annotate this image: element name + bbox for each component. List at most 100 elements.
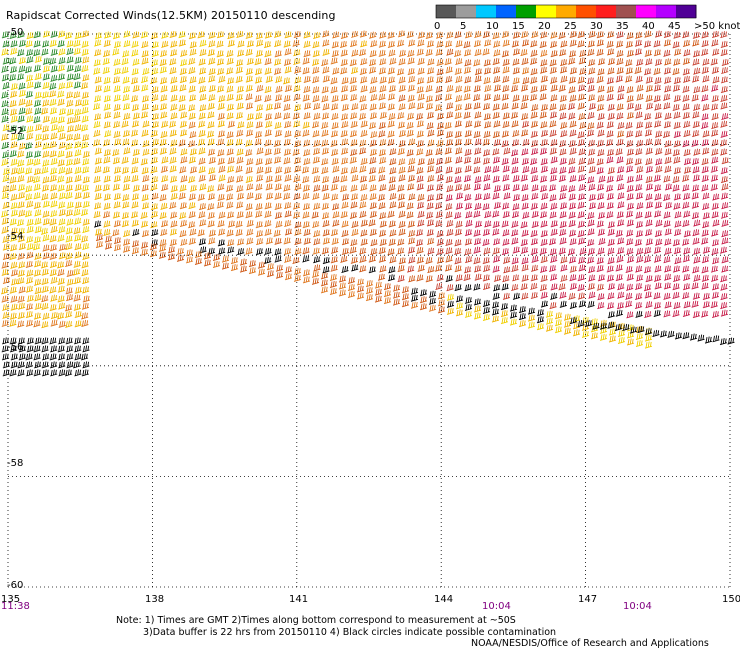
wind-barb xyxy=(311,166,319,175)
wind-barb xyxy=(322,48,330,56)
wind-barb xyxy=(321,121,329,129)
wind-barb xyxy=(33,201,42,209)
wind-barb xyxy=(169,147,177,155)
wind-barb xyxy=(246,57,254,66)
wind-barb xyxy=(635,265,643,273)
wind-barb xyxy=(617,192,625,200)
wind-barb xyxy=(383,297,392,305)
wind-barb xyxy=(49,269,57,277)
wind-barb xyxy=(520,221,528,229)
wind-barb xyxy=(49,82,57,90)
wind-barb xyxy=(33,312,42,320)
wind-barb xyxy=(653,255,662,263)
wind-barb xyxy=(199,219,207,227)
wind-barb xyxy=(25,260,33,268)
wind-barb xyxy=(492,292,500,300)
wind-barb xyxy=(464,148,472,156)
wind-barb xyxy=(622,323,630,331)
wind-barb xyxy=(664,112,672,120)
wind-barb xyxy=(540,220,548,228)
wind-barb xyxy=(283,157,291,165)
wind-barb xyxy=(654,103,662,111)
wind-barb xyxy=(50,345,58,353)
wind-barb xyxy=(10,227,18,235)
wind-barb xyxy=(41,184,50,192)
wind-barb xyxy=(588,166,596,174)
wind-barb xyxy=(446,185,454,193)
wind-barb xyxy=(454,31,462,39)
wind-barb xyxy=(169,129,177,137)
wind-barb xyxy=(681,174,690,182)
wind-barb xyxy=(540,49,548,57)
wind-barb xyxy=(284,121,292,129)
wind-barb xyxy=(369,50,377,58)
wind-barb xyxy=(140,241,149,249)
wind-barb xyxy=(397,193,405,201)
wind-barb xyxy=(720,283,728,291)
wind-barb xyxy=(131,219,139,227)
wind-barb xyxy=(682,57,691,65)
wind-barb xyxy=(635,183,643,192)
wind-barb xyxy=(445,66,453,74)
wind-barb xyxy=(25,40,33,48)
wind-barb xyxy=(549,301,557,310)
wind-barb xyxy=(502,120,510,129)
wind-barb xyxy=(255,183,263,191)
wind-barb xyxy=(493,185,501,193)
wind-barb xyxy=(198,112,206,120)
wind-barb xyxy=(701,237,709,245)
wind-barb xyxy=(427,67,435,75)
wind-barb xyxy=(502,112,510,120)
wind-barb xyxy=(169,156,177,164)
wind-barb xyxy=(388,183,396,192)
wind-barb xyxy=(473,102,481,110)
wind-barb xyxy=(606,211,614,219)
wind-barb xyxy=(58,82,66,90)
wind-barb xyxy=(312,41,320,49)
wind-barb xyxy=(274,112,282,120)
wind-barb xyxy=(616,211,624,219)
wind-barb xyxy=(512,184,520,192)
wind-barb xyxy=(349,40,358,48)
wind-barb xyxy=(341,138,349,146)
wind-barb xyxy=(568,50,577,58)
wind-barb xyxy=(605,184,614,192)
wind-barb xyxy=(588,202,597,210)
wind-barb xyxy=(511,166,519,174)
wind-barb xyxy=(255,210,263,218)
wind-barb xyxy=(712,48,720,56)
wind-barb xyxy=(65,209,74,217)
wind-barb xyxy=(17,361,25,369)
wind-barb xyxy=(454,49,462,58)
wind-barb xyxy=(208,156,216,165)
wind-barb xyxy=(606,77,615,85)
wind-barb xyxy=(34,72,42,81)
wind-barb xyxy=(197,31,205,39)
wind-barb xyxy=(208,229,216,237)
wind-barb xyxy=(369,139,377,147)
wind-barb xyxy=(445,238,453,247)
wind-barb xyxy=(389,158,397,166)
wind-barb xyxy=(313,31,321,40)
wind-barb xyxy=(577,274,585,282)
wind-barb xyxy=(588,30,596,39)
wind-barb xyxy=(159,103,168,111)
note-line-2: 3)Data buffer is 22 hrs from 20150110 4)… xyxy=(143,627,557,638)
wind-barb xyxy=(322,266,330,274)
wind-barb xyxy=(482,238,490,246)
wind-barb xyxy=(207,138,215,146)
wind-barb xyxy=(426,165,435,173)
wind-barb xyxy=(389,57,397,65)
wind-barb xyxy=(597,58,606,66)
wind-barb xyxy=(645,201,654,209)
wind-barb xyxy=(221,262,230,270)
wind-barb xyxy=(274,255,282,263)
wind-barb xyxy=(33,49,41,57)
wind-barb xyxy=(18,261,26,269)
wind-barb xyxy=(180,156,188,164)
wind-barb xyxy=(577,230,585,238)
wind-barb xyxy=(64,310,73,319)
wind-barb xyxy=(246,158,254,166)
wind-barb xyxy=(701,158,709,166)
wind-barb xyxy=(303,50,311,58)
